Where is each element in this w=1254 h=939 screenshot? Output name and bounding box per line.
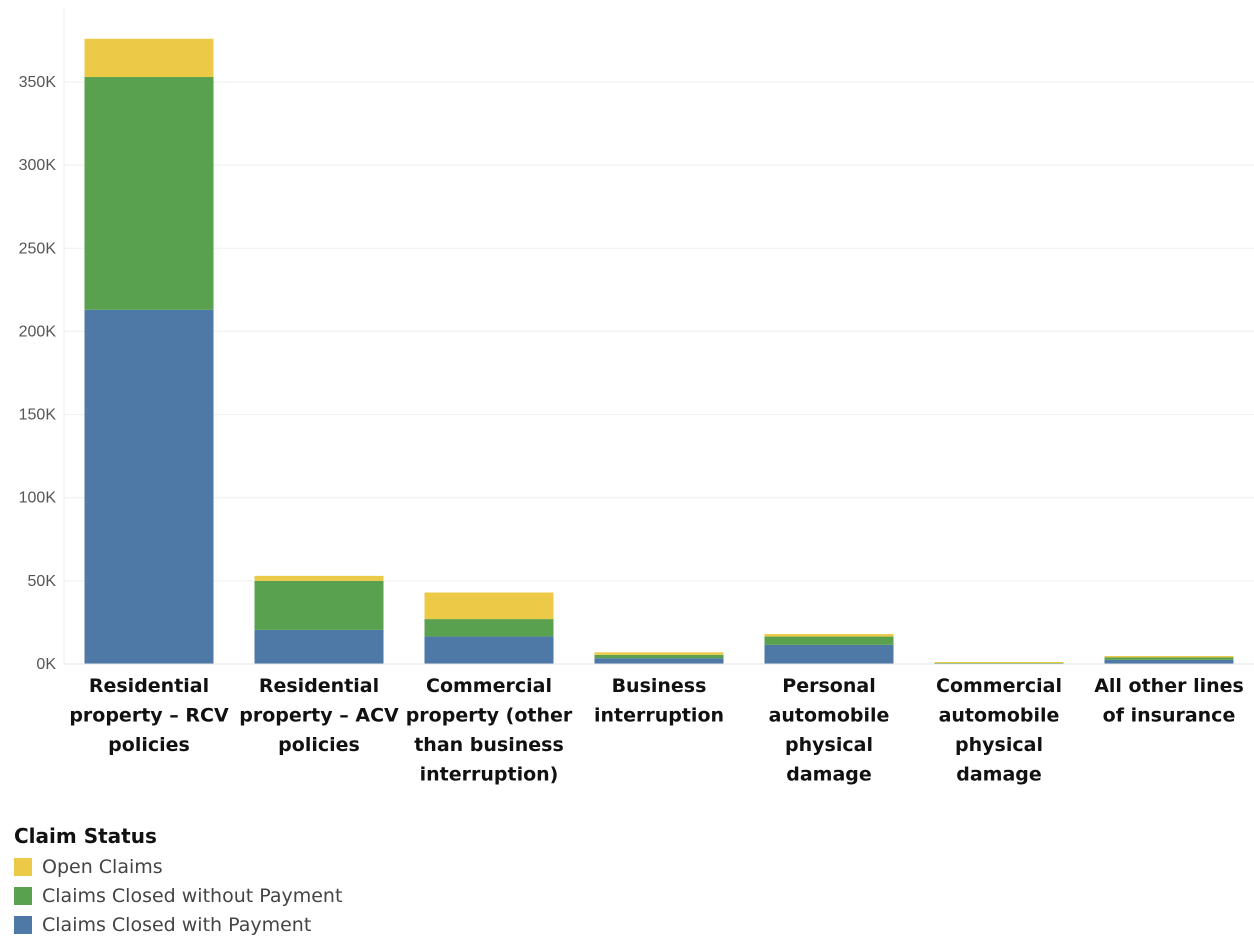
y-tick-label: 150K — [19, 407, 57, 424]
legend-swatch — [14, 886, 32, 905]
stacked-bar-chart: 0K 50K 100K 150K 200K 250K 300K 350K Residentia… — [19, 8, 1254, 786]
legend-label: Claims Closed without Payment — [42, 884, 343, 907]
bar-segment — [764, 636, 894, 645]
y-axis: 0K 50K 100K 150K 200K 250K 300K 350K — [19, 8, 65, 673]
bar-segment — [424, 619, 554, 637]
bar-segment — [764, 634, 894, 637]
bar-segment — [934, 662, 1064, 664]
x-tick-label: All other lines of insurance — [1094, 675, 1244, 727]
legend-label: Claims Closed with Payment — [42, 913, 312, 936]
y-tick-label: 100K — [19, 490, 57, 507]
bar-segment — [424, 636, 554, 664]
bars — [84, 38, 1234, 664]
legend-label: Open Claims — [42, 855, 163, 878]
bar-segment — [594, 654, 724, 659]
y-tick-label: 200K — [19, 323, 57, 340]
y-tick-label: 250K — [19, 240, 57, 257]
bar-segment — [424, 592, 554, 620]
bar-segment — [254, 580, 384, 630]
bar-segment — [254, 629, 384, 664]
bar-segment — [594, 658, 724, 664]
bar-segment — [764, 644, 894, 664]
bar-segment — [1104, 656, 1234, 658]
x-tick-label: Business interruption — [594, 675, 724, 727]
bar-segment — [84, 309, 214, 664]
bar-segment — [254, 575, 384, 581]
bar-segment — [84, 38, 214, 78]
bar-segment — [594, 652, 724, 655]
legend-item-open-claims: Open Claims — [14, 852, 342, 881]
legend-item-closed-without-payment: Claims Closed without Payment — [14, 881, 342, 910]
x-tick-label: Commercial automobile physical damage — [936, 675, 1062, 786]
bar-segment — [84, 77, 214, 310]
x-tick-label: Commercial property (other than business in… — [406, 675, 573, 786]
x-tick-label: Residential property – ACV policies — [239, 675, 399, 756]
bar-segment — [1104, 659, 1234, 664]
bar-segment — [1104, 657, 1234, 660]
x-axis: Residential property – RCV policiesResiden… — [64, 663, 1254, 786]
y-tick-label: 50K — [28, 573, 57, 590]
x-tick-label: Personal automobile physical damage — [769, 675, 890, 786]
legend-swatch — [14, 857, 32, 876]
y-tick-label: 300K — [19, 157, 57, 174]
y-tick-label: 350K — [19, 74, 57, 91]
x-tick-label: Residential property – RCV policies — [69, 675, 229, 756]
gridlines — [64, 81, 1254, 582]
legend-swatch — [14, 915, 32, 934]
y-tick-label: 0K — [36, 656, 56, 673]
legend-item-closed-with-payment: Claims Closed with Payment — [14, 910, 342, 939]
legend: Claim Status Open Claims Claims Closed w… — [14, 824, 342, 939]
legend-title: Claim Status — [14, 824, 157, 848]
